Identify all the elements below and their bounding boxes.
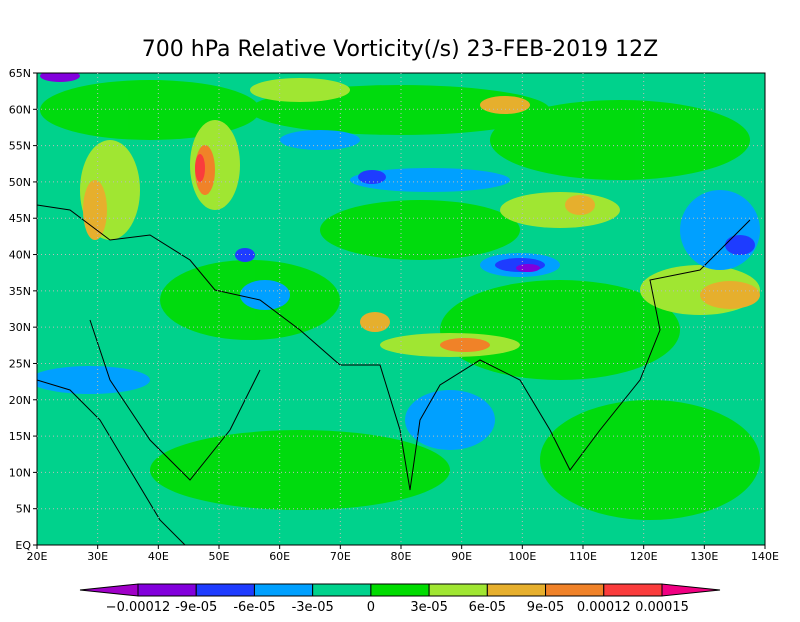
colorbar-label: 6e-05: [469, 600, 507, 615]
colorbar-box: [370, 583, 430, 597]
colorbar-label: -6e-05: [233, 600, 275, 615]
lon-label: 90E: [451, 550, 472, 563]
vorticity-field: [37, 73, 765, 545]
lon-label: 140E: [751, 550, 779, 563]
lat-label: 30N: [9, 321, 31, 334]
colorbar-label: -9e-05: [175, 600, 217, 615]
lat-label: 35N: [9, 285, 31, 298]
lon-label: 50E: [209, 550, 230, 563]
colorbar-label: 9e-05: [527, 600, 565, 615]
lat-label: 45N: [9, 212, 31, 225]
lon-label: 130E: [690, 550, 718, 563]
colorbar-box: [312, 583, 372, 597]
lon-label: 20E: [27, 550, 48, 563]
lat-label: 20N: [9, 394, 31, 407]
colorbar-box: [253, 583, 314, 597]
lon-label: 60E: [269, 550, 290, 563]
colorbar-box: [603, 583, 663, 597]
lat-label: 55N: [9, 140, 31, 153]
colorbar-box: [545, 583, 605, 597]
title: 700 hPa Relative Vorticity(/s) 23-FEB-20…: [142, 37, 658, 62]
colorbar-label: 0.00015: [635, 600, 689, 615]
colorbar-label: -3e-05: [292, 600, 334, 615]
colorbar-box: [486, 583, 547, 597]
lat-label: 65N: [9, 67, 31, 80]
lat-label: 5N: [16, 503, 31, 516]
lon-label: 70E: [330, 550, 351, 563]
lat-label: 25N: [9, 357, 31, 370]
colorbar-label: 3e-05: [410, 600, 448, 615]
lat-label: 60N: [9, 103, 31, 116]
colorbar-end: [79, 583, 139, 597]
colorbar-end: [661, 583, 721, 597]
lon-label: 30E: [87, 550, 108, 563]
colorbar-label: 0: [367, 600, 375, 615]
colorbar-label: −0.00012: [106, 600, 171, 615]
lat-label: 10N: [9, 466, 31, 479]
lon-label: 80E: [391, 550, 412, 563]
colorbar-box: [195, 583, 255, 597]
lon-label: 100E: [508, 550, 536, 563]
colorbar-box: [137, 583, 197, 597]
lat-label: EQ: [15, 539, 31, 552]
lon-label: 120E: [630, 550, 658, 563]
lon-label: 40E: [148, 550, 169, 563]
lat-label: 50N: [9, 176, 31, 189]
colorbar-box: [428, 583, 488, 597]
lon-label: 110E: [569, 550, 597, 563]
lat-label: 40N: [9, 249, 31, 262]
lat-label: 15N: [9, 430, 31, 443]
colorbar-label: 0.00012: [577, 600, 631, 615]
